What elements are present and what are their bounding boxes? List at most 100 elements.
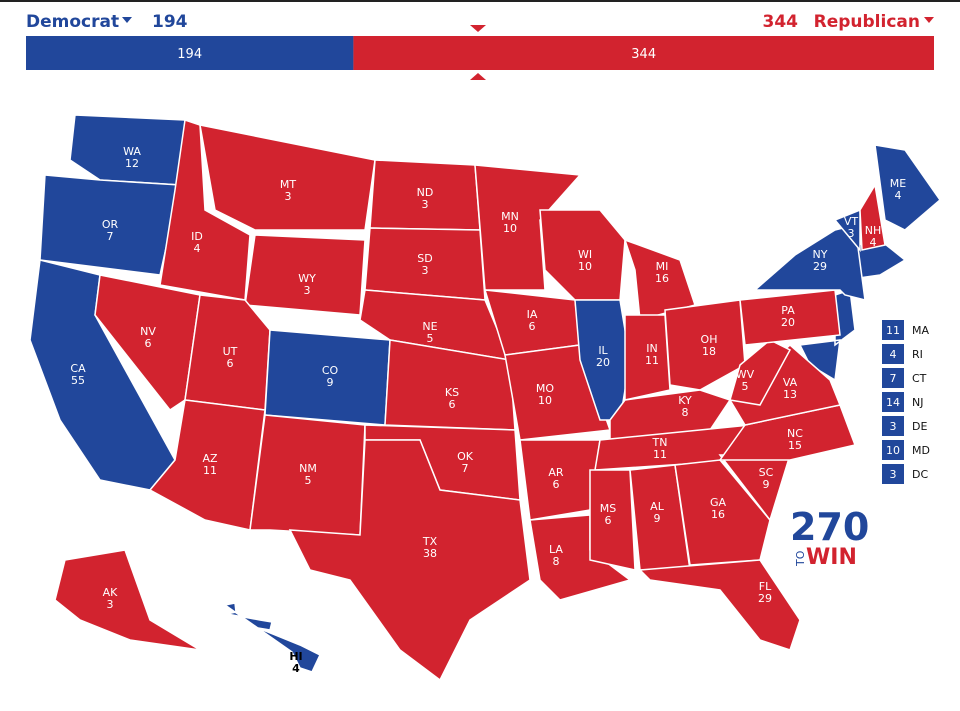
small-state-votes: 10 — [886, 444, 900, 457]
state-shape[interactable] — [199, 124, 376, 231]
state-votes: 10 — [538, 394, 552, 407]
state-label: CA — [70, 362, 86, 375]
state-shape[interactable] — [148, 399, 266, 531]
state-label: MN — [501, 210, 519, 223]
state-shape[interactable] — [874, 144, 942, 231]
state-votes: 10 — [503, 222, 517, 235]
state-votes: 16 — [655, 272, 669, 285]
state-label: MO — [536, 382, 554, 395]
state-votes: 11 — [653, 448, 667, 461]
republican-total: 344 — [763, 12, 799, 32]
state-label: ID — [191, 230, 203, 243]
logo-number: 270 — [790, 505, 869, 549]
state-votes: 55 — [71, 374, 85, 387]
small-state-box — [882, 416, 904, 436]
state-label: VT — [844, 215, 859, 228]
small-state-votes: 14 — [886, 396, 900, 409]
state-label: NV — [140, 325, 156, 338]
state-label: IL — [598, 344, 608, 357]
state-label: PA — [781, 304, 795, 317]
state-votes: 6 — [605, 514, 612, 527]
republican-label[interactable]: Republican — [814, 12, 920, 32]
state-votes: 38 — [423, 547, 437, 560]
small-state-label: DC — [912, 468, 928, 481]
state-votes: 3 — [107, 598, 114, 611]
state-shape[interactable] — [94, 274, 201, 412]
state-votes: 5 — [427, 332, 434, 345]
state-votes: 4 — [870, 236, 877, 249]
state-votes: 3 — [422, 198, 429, 211]
small-state-votes: 3 — [890, 468, 897, 481]
state-shape[interactable] — [288, 439, 531, 682]
state-shape[interactable] — [223, 602, 321, 673]
small-state-votes: 3 — [890, 420, 897, 433]
state-label: IA — [527, 308, 538, 321]
state-votes: 20 — [781, 316, 795, 329]
state-shape[interactable] — [859, 182, 886, 251]
center-marker-top — [470, 25, 486, 32]
state-votes: 9 — [763, 478, 770, 491]
state-shape[interactable] — [54, 549, 201, 651]
logo: 270 TO WIN — [790, 505, 869, 570]
state-shape[interactable] — [753, 224, 866, 301]
state-label: ME — [890, 177, 906, 190]
state-shape[interactable] — [519, 439, 601, 521]
state-votes: 13 — [783, 388, 797, 401]
state-votes: 8 — [682, 406, 689, 419]
state-votes: 12 — [125, 157, 139, 170]
state-votes: 9 — [327, 376, 334, 389]
democrat-bar — [26, 36, 354, 70]
state-votes: 18 — [702, 345, 716, 358]
state-label: OH — [701, 333, 718, 346]
state-label: KS — [445, 386, 459, 399]
state-label: VA — [783, 376, 798, 389]
state-votes: 4 — [895, 189, 902, 202]
state-shape[interactable] — [664, 299, 746, 391]
state-shape[interactable] — [624, 314, 671, 401]
state-shape[interactable] — [589, 469, 636, 571]
state-votes: 6 — [145, 337, 152, 350]
state-label: WY — [298, 272, 316, 285]
state-label: NY — [813, 248, 828, 261]
state-shape[interactable] — [729, 339, 792, 406]
state-label: MT — [280, 178, 296, 191]
state-label: ND — [417, 186, 434, 199]
small-state-label: MA — [912, 324, 929, 337]
state-votes: 16 — [711, 508, 725, 521]
state-label: MI — [656, 260, 669, 273]
state-votes: 5 — [742, 380, 749, 393]
state-label: TX — [422, 535, 438, 548]
small-state-votes: 4 — [890, 348, 897, 361]
state-votes: 3 — [422, 264, 429, 277]
state-label: TN — [652, 436, 668, 449]
state-votes: 3 — [285, 190, 292, 203]
state-label: NC — [787, 427, 803, 440]
state-label: CO — [322, 364, 339, 377]
state-shape[interactable] — [638, 559, 801, 651]
state-label: NM — [299, 462, 317, 475]
state-votes: 4 — [194, 242, 201, 255]
state-votes: 5 — [305, 474, 312, 487]
state-label: OK — [457, 450, 474, 463]
democrat-label[interactable]: Democrat — [26, 12, 119, 32]
state-shape[interactable] — [674, 459, 771, 566]
small-state-label: DE — [912, 420, 927, 433]
state-shape[interactable] — [159, 119, 251, 301]
small-state-box — [882, 368, 904, 388]
state-label: AL — [650, 500, 665, 513]
state-shape[interactable] — [474, 164, 582, 291]
state-label: AR — [548, 466, 564, 479]
center-marker-bottom — [470, 73, 486, 80]
state-label: KY — [678, 394, 692, 407]
state-votes: 8 — [553, 555, 560, 568]
state-label: WA — [123, 145, 141, 158]
small-state-label: CT — [912, 372, 927, 385]
state-shape[interactable] — [739, 289, 841, 346]
state-label: WV — [736, 368, 755, 381]
state-label: NE — [422, 320, 437, 333]
state-votes: 10 — [578, 260, 592, 273]
state-label: SD — [417, 252, 432, 265]
state-shape[interactable] — [244, 234, 366, 316]
state-label: AZ — [202, 452, 218, 465]
state-shape[interactable] — [833, 208, 861, 253]
